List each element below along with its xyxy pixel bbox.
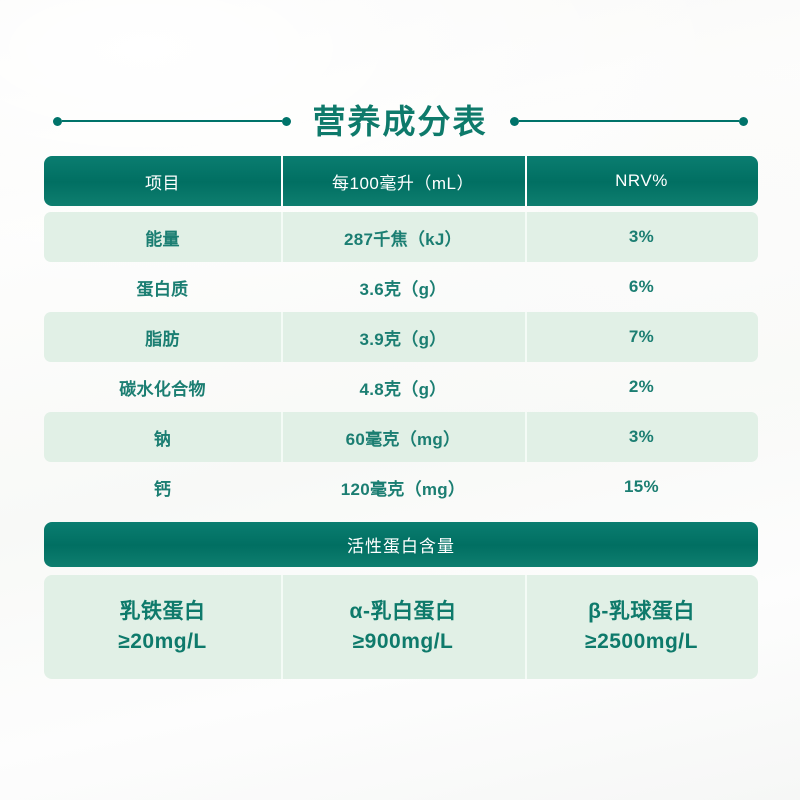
protein-name: β-乳球蛋白: [588, 600, 695, 624]
row-item-name: 钙: [153, 479, 172, 499]
row-item-nrv: 2%: [628, 377, 655, 396]
active-protein-panel: 乳铁蛋白 ≥20mg/L α-乳白蛋白 ≥900mg/L β-乳球蛋白 ≥250…: [44, 575, 758, 679]
protein-name: 乳铁蛋白: [119, 600, 206, 624]
row-item-nrv: 3%: [525, 212, 758, 262]
nutrition-table: 项目 每100毫升（mL） NRV% 能量 287千焦（kJ） 3% 蛋白质 3…: [44, 156, 758, 679]
protein-value: ≥20mg/L: [118, 630, 207, 653]
table-body: 能量 287千焦（kJ） 3% 蛋白质 3.6克（g） 6% 脂肪 3.9克（g…: [44, 212, 758, 512]
table-row: 钠 60毫克（mg） 3%: [44, 412, 758, 462]
protein-value: ≥900mg/L: [352, 630, 454, 653]
active-protein-section-header: 活性蛋白含量: [44, 522, 758, 567]
row-item-name: 能量: [145, 229, 180, 249]
row-item-nrv: 6%: [628, 277, 655, 296]
table-row: 钙 120毫克（mg） 15%: [44, 462, 758, 512]
protein-cell: β-乳球蛋白 ≥2500mg/L: [525, 575, 758, 679]
decorative-dot-left-start: [52, 116, 62, 126]
decorative-bar-right: [518, 119, 739, 123]
protein-cell: α-乳白蛋白 ≥900mg/L: [281, 575, 525, 679]
decorative-dot-right-start: [509, 116, 519, 126]
table-row: 碳水化合物 4.8克（g） 2%: [44, 362, 758, 412]
row-item-amount: 60毫克（mg）: [281, 412, 525, 462]
table-row: 能量 287千焦（kJ） 3%: [44, 212, 758, 262]
title-row: 营养成分表: [0, 92, 800, 150]
decorative-bar-left: [61, 119, 282, 123]
row-item-name: 脂肪: [145, 329, 180, 349]
row-item-nrv: 7%: [525, 312, 758, 362]
protein-value: ≥2500mg/L: [585, 630, 698, 653]
row-item-name: 钠: [153, 429, 172, 449]
table-header-nrv: NRV%: [525, 156, 758, 206]
row-item-amount: 3.9克（g）: [281, 312, 525, 362]
decorative-line-left: [52, 115, 291, 127]
row-item-amount: 120毫克（mg）: [340, 479, 466, 499]
decorative-dot-right-end: [738, 116, 748, 126]
row-item-name: 碳水化合物: [119, 379, 206, 399]
row-item-nrv: 15%: [624, 477, 659, 496]
decorative-dot-left-end: [281, 116, 291, 126]
table-header-item: 项目: [145, 173, 180, 193]
row-item-amount: 4.8克（g）: [359, 379, 447, 399]
protein-cell: 乳铁蛋白 ≥20mg/L: [44, 575, 281, 679]
table-header-per-100ml: 每100毫升（mL）: [281, 156, 525, 206]
row-item-nrv: 3%: [525, 412, 758, 462]
decorative-line-right: [509, 115, 748, 127]
table-row: 脂肪 3.9克（g） 7%: [44, 312, 758, 362]
row-item-amount: 287千焦（kJ）: [281, 212, 525, 262]
row-item-amount: 3.6克（g）: [359, 279, 447, 299]
row-item-name: 蛋白质: [136, 279, 189, 299]
protein-name: α-乳白蛋白: [349, 600, 457, 624]
table-header-row: 项目 每100毫升（mL） NRV%: [44, 156, 758, 206]
table-row: 蛋白质 3.6克（g） 6%: [44, 262, 758, 312]
page-title: 营养成分表: [312, 102, 488, 140]
